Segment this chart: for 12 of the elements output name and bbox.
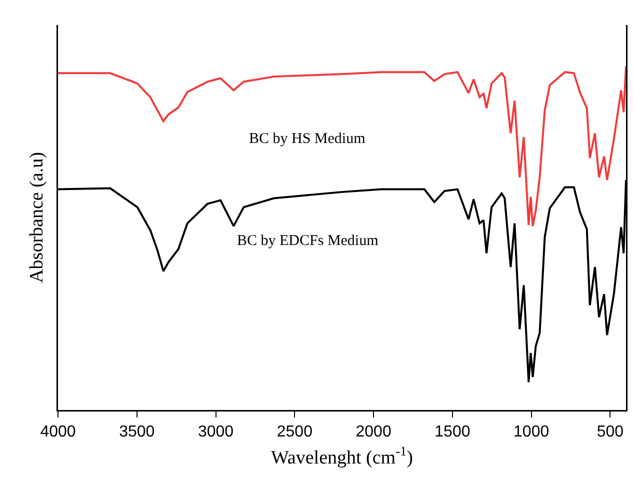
x-tick-label: 2000: [356, 424, 392, 441]
series-label: BC by EDCFs Medium: [237, 233, 379, 249]
x-tick-label: 2500: [276, 424, 313, 441]
y-axis-title: Absorbance (a.u): [26, 152, 48, 283]
x-tick-label: 3000: [198, 424, 234, 441]
x-tick-label: 500: [596, 424, 624, 441]
x-axis-title: Wavelenght (cm$^{-1}$): [271, 443, 413, 468]
x-tick-label: 4000: [40, 424, 76, 441]
x-tick-label: 1500: [434, 424, 470, 441]
x-tick-label: 3500: [119, 424, 155, 441]
x-tick-label: 1000: [514, 424, 550, 441]
text: BC by HS Medium: [249, 131, 366, 147]
